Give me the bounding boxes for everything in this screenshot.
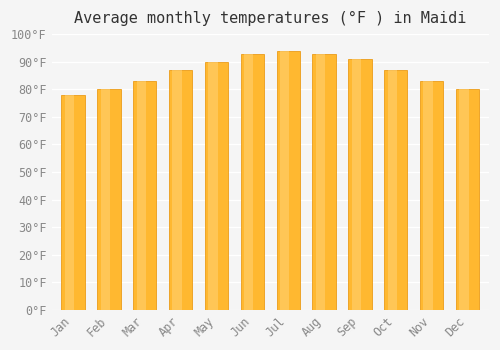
Bar <box>456 89 479 310</box>
Bar <box>133 81 156 310</box>
Bar <box>424 81 432 310</box>
Bar <box>459 89 468 310</box>
Bar <box>420 81 443 310</box>
Bar <box>352 59 361 310</box>
Title: Average monthly temperatures (°F ) in Maidi: Average monthly temperatures (°F ) in Ma… <box>74 11 466 26</box>
Bar <box>388 70 397 310</box>
Bar <box>348 59 372 310</box>
Bar <box>205 62 228 310</box>
Bar <box>208 62 218 310</box>
Bar <box>240 54 264 310</box>
Bar <box>384 70 407 310</box>
Bar <box>172 70 182 310</box>
Bar <box>101 89 110 310</box>
Bar <box>312 54 336 310</box>
Bar <box>316 54 325 310</box>
Bar <box>98 89 120 310</box>
Bar <box>136 81 146 310</box>
Bar <box>62 95 85 310</box>
Bar <box>65 95 74 310</box>
Bar <box>280 51 289 310</box>
Bar <box>169 70 192 310</box>
Bar <box>276 51 300 310</box>
Bar <box>244 54 254 310</box>
